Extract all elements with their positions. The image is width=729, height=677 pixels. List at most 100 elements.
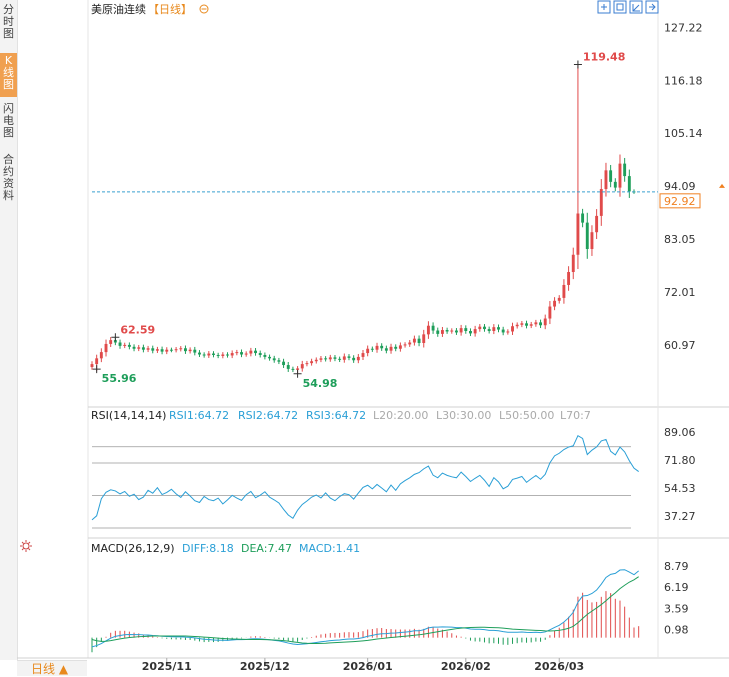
candle (118, 339, 122, 349)
candle (300, 360, 304, 372)
candle-body (450, 330, 454, 332)
candle (473, 325, 477, 337)
candle-body (394, 346, 398, 349)
extreme-label: 55.96 (102, 372, 137, 385)
period-tag: 【日线】 (148, 2, 192, 16)
candle (590, 225, 594, 256)
candle-body (235, 352, 239, 354)
candle (160, 346, 164, 355)
date-tick-label: 2026/01 (343, 660, 393, 673)
macd-axis-tick: 3.59 (664, 602, 689, 615)
candle (338, 356, 342, 362)
candle (571, 247, 575, 280)
candle-body (384, 348, 388, 351)
exit-icon[interactable] (645, 0, 659, 14)
diff-label: DIFF:8.18 (182, 542, 234, 555)
extreme-marker (111, 333, 120, 342)
l30-label: L30:30.00 (436, 409, 491, 422)
candle-body (431, 325, 435, 331)
candle (581, 208, 585, 228)
tab-timeshare[interactable]: 分时图 (3, 3, 14, 40)
candle (576, 64, 580, 270)
candle (235, 349, 239, 356)
circle-minus-icon[interactable] (199, 4, 209, 14)
candle-body (165, 349, 169, 352)
candle (618, 154, 622, 197)
candle-body (286, 365, 290, 369)
candle (497, 324, 500, 333)
candle (623, 157, 627, 182)
sun-icon[interactable] (20, 540, 32, 552)
price-axis-tick: 72.01 (664, 286, 696, 299)
candle-body (272, 358, 276, 361)
candle-body (454, 330, 458, 333)
candle-body (155, 349, 159, 351)
rsi-axis-tick: 37.27 (664, 510, 696, 523)
l50-label: L50:50.00 (499, 409, 554, 422)
candle-body (310, 361, 314, 364)
candle-body (557, 297, 561, 301)
candle (403, 342, 407, 348)
dea-label: DEA:7.47 (241, 542, 292, 555)
candle (291, 366, 295, 373)
candle (244, 351, 248, 357)
candle (188, 347, 192, 354)
candle-body (440, 330, 444, 334)
candle (511, 322, 514, 335)
candle (613, 178, 617, 192)
sidebar: 分时图 K线图 闪电图 合约资料 (0, 0, 18, 660)
candle (174, 347, 178, 353)
candle-body (216, 354, 220, 356)
rsi-axis-tick: 54.53 (664, 482, 696, 495)
period-selector-button[interactable]: 日线 ▲ (17, 660, 87, 676)
date-tick-label: 2026/02 (441, 660, 491, 673)
candle-body (529, 324, 533, 326)
candle-body (277, 360, 281, 362)
candle-body (132, 346, 136, 349)
candle (426, 321, 430, 339)
tab-kline[interactable]: K线图 (0, 53, 17, 97)
candle (207, 351, 211, 358)
candle-body (230, 353, 234, 356)
candle (478, 324, 482, 332)
candle-body (160, 349, 164, 352)
fullscreen-icon[interactable] (613, 0, 627, 14)
price-axis-tick: 60.97 (664, 339, 696, 352)
expand-icon[interactable] (597, 0, 611, 14)
candle-body (95, 358, 99, 365)
candle-body (613, 181, 617, 188)
candle (412, 335, 416, 346)
candle-body (623, 163, 627, 177)
candle-body (174, 349, 178, 351)
candle (352, 355, 356, 363)
tab-flash-chart[interactable]: 闪电图 (3, 102, 14, 139)
candle-body (109, 340, 113, 344)
extreme-label: 62.59 (120, 323, 155, 336)
candle (169, 347, 173, 353)
candle-body (515, 324, 519, 327)
draw-icon[interactable] (629, 0, 643, 14)
candle-body (469, 331, 472, 334)
candle (469, 328, 472, 337)
candle-body (520, 323, 524, 325)
candle (310, 358, 314, 366)
candle-body (585, 222, 589, 249)
candle (539, 319, 543, 329)
candle (604, 162, 608, 197)
candle-body (291, 368, 295, 370)
candle-body (137, 347, 141, 349)
candle-body (464, 328, 468, 332)
tab-contract-info[interactable]: 合约资料 (3, 153, 14, 202)
candle-body (436, 330, 440, 334)
candle (277, 357, 281, 365)
candle-body (90, 364, 94, 367)
candle-body (300, 364, 304, 369)
candle-body (422, 334, 426, 343)
candle (557, 295, 561, 304)
candle (127, 342, 131, 350)
candle (361, 349, 365, 360)
candle (487, 326, 491, 334)
candle-body (179, 348, 183, 350)
candle (347, 354, 351, 361)
